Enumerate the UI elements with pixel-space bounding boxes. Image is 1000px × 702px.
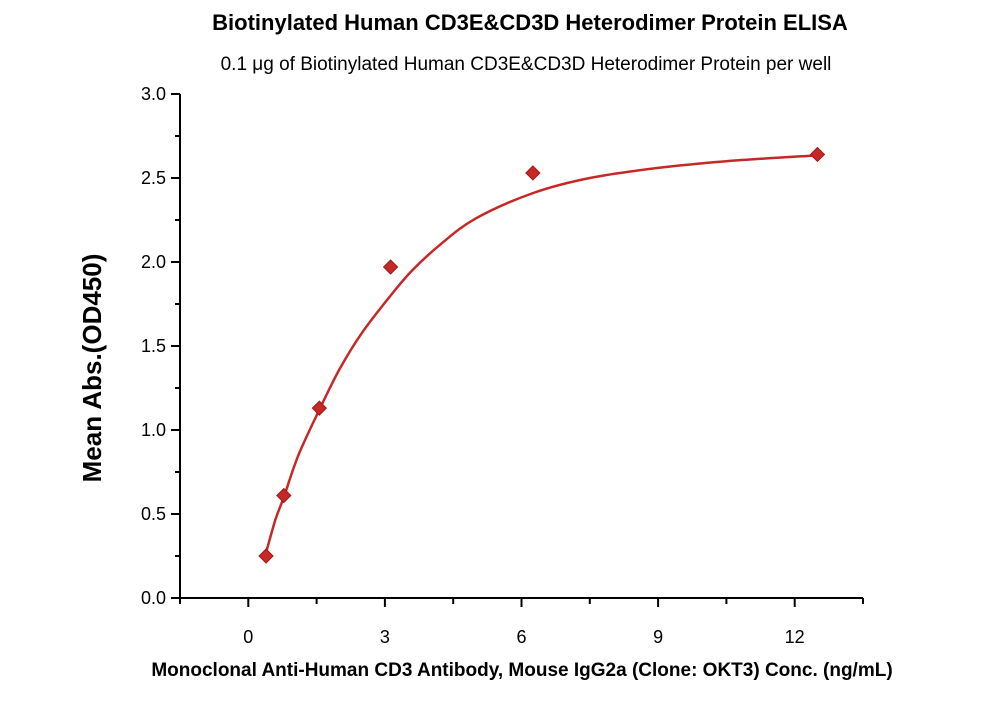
x-axis-label: Monoclonal Anti-Human CD3 Antibody, Mous… (151, 660, 892, 681)
x-tick-label: 6 (516, 627, 526, 647)
data-point-diamond (311, 400, 328, 416)
y-tick-label: 0.5 (141, 504, 166, 524)
axes: 0.0 0.5 1.0 1.5 2.0 2.5 3.0 0 3 6 9 12 (141, 84, 864, 647)
x-tick-label: 12 (785, 627, 805, 647)
chart-title: Biotinylated Human CD3E&CD3D Heterodimer… (212, 10, 848, 35)
chart-subtitle: 0.1 μg of Biotinylated Human CD3E&CD3D H… (221, 54, 832, 75)
data-point-diamond (525, 165, 541, 181)
data-point-diamond (258, 548, 274, 564)
y-tick-label: 2.0 (141, 252, 166, 272)
x-tick-label: 3 (380, 627, 390, 647)
y-tick-label: 1.0 (141, 420, 166, 440)
data-point-diamond (809, 146, 826, 163)
x-tick-label: 9 (653, 627, 663, 647)
y-tick-label: 0.0 (141, 588, 166, 608)
fit-curve (264, 154, 818, 553)
data-points (258, 146, 826, 564)
y-tick-label: 1.5 (141, 336, 166, 356)
fit-curve-group (264, 154, 818, 553)
x-tick-label: 0 (243, 627, 253, 647)
y-tick-label: 2.5 (141, 168, 166, 188)
data-point-diamond (276, 487, 292, 504)
y-tick-label: 3.0 (141, 84, 166, 104)
data-point-diamond (382, 259, 399, 275)
y-axis-label: Mean Abs.(OD450) (77, 254, 107, 483)
